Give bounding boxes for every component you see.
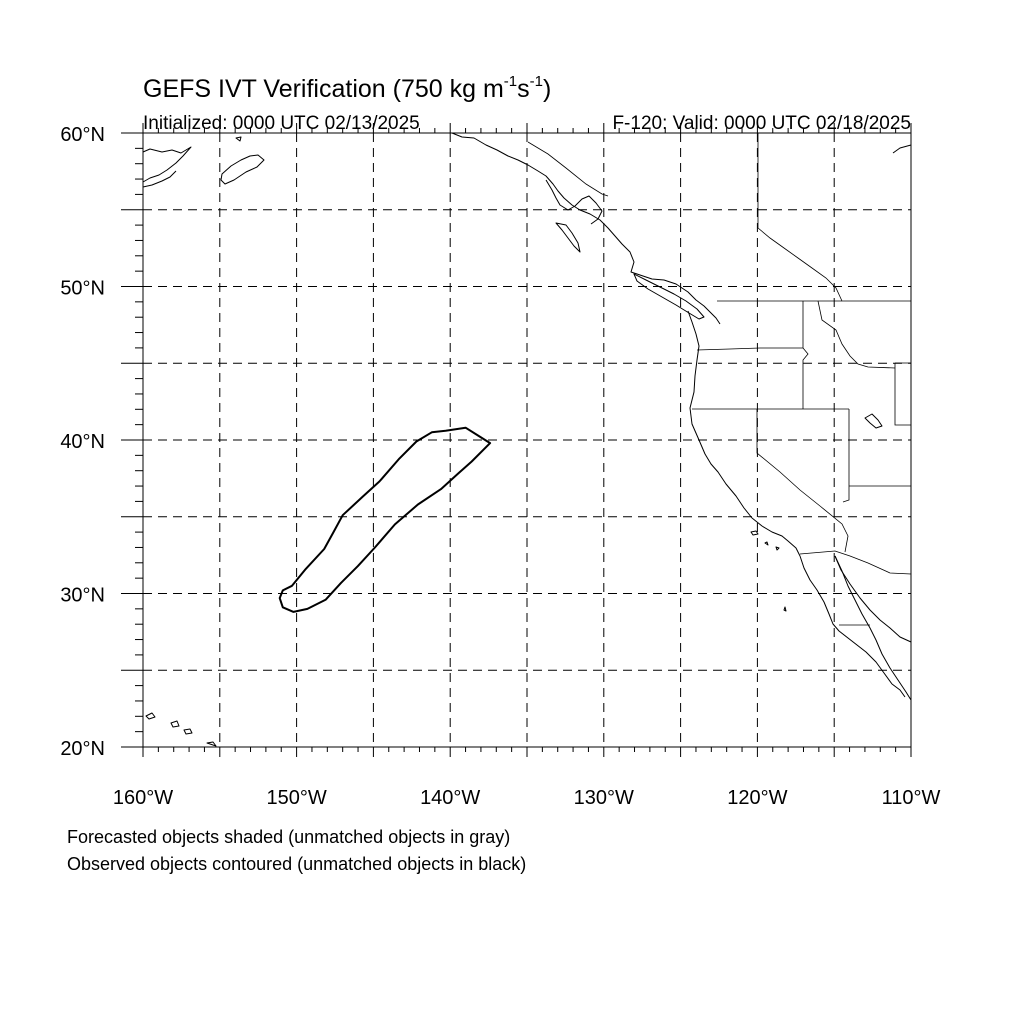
title-main: GEFS IVT Verification (750 kg m	[143, 75, 504, 103]
lon-label: 140°W	[420, 787, 480, 809]
coast-hawaii	[145, 712, 217, 747]
verification-objects	[278, 426, 492, 613]
border-ca-nv	[756, 409, 849, 553]
coast-vancouver-island	[633, 273, 705, 320]
border-us-mexico	[799, 550, 912, 575]
border-alaska-canada	[527, 141, 609, 197]
coast-guadalupe	[783, 606, 787, 612]
lon-label: 120°W	[727, 787, 787, 809]
coast-hudson-bay-edge	[892, 144, 912, 154]
title-mid: s	[517, 75, 530, 103]
border-bc-alberta	[757, 227, 843, 302]
graticule	[143, 133, 911, 747]
political-borders	[527, 133, 912, 626]
coast-gulf-of-alaska	[451, 132, 721, 325]
coast-kodiak-small	[235, 136, 242, 142]
great-salt-lake	[864, 413, 883, 429]
legend-note-forecast: Forecasted objects shaded (unmatched obj…	[67, 827, 510, 847]
coast-alaska-peninsula	[142, 146, 192, 183]
border-wy	[894, 362, 911, 426]
title-end: )	[543, 75, 551, 103]
map-area	[121, 123, 912, 757]
border-wa-or	[696, 347, 803, 351]
lon-label: 150°W	[266, 787, 326, 809]
lat-label: 50°N	[60, 278, 105, 300]
axis-ticks	[121, 123, 912, 757]
coast-us-west	[687, 310, 801, 557]
border-id-mt	[817, 300, 896, 369]
coast-baja-california	[799, 555, 906, 698]
lon-label: 130°W	[574, 787, 634, 809]
title-sup-1: -1	[504, 73, 517, 90]
coast-channel-islands	[750, 530, 780, 551]
lat-label: 60°N	[60, 124, 105, 146]
lat-label: 30°N	[60, 585, 105, 607]
coast-mainland-mexico	[834, 555, 912, 701]
coast-kodiak	[220, 154, 265, 185]
observed-object-contour	[278, 426, 492, 613]
lon-label: 110°W	[882, 787, 941, 809]
legend-note-observed: Observed objects contoured (unmatched ob…	[67, 854, 526, 874]
coast-alaska-peninsula-south	[142, 170, 177, 188]
latitude-labels: 60°N 50°N 40°N 30°N 20°N	[60, 124, 105, 760]
valid-label: F-120: Valid: 0000 UTC 02/18/2025	[612, 113, 911, 134]
lat-label: 40°N	[60, 431, 105, 453]
lon-label: 160°W	[113, 787, 173, 809]
lat-label: 20°N	[60, 738, 105, 760]
coast-alaska-islands	[545, 179, 603, 225]
longitude-labels: 160°W 150°W 140°W 130°W 120°W 110°W	[113, 787, 941, 809]
initialized-label: Initialized: 0000 UTC 02/13/2025	[143, 113, 420, 134]
title-sup-2: -1	[530, 73, 543, 90]
border-nv-ut	[842, 409, 850, 503]
border-wa-id	[802, 301, 809, 409]
coast-haida-gwaii	[555, 222, 581, 253]
figure-title: GEFS IVT Verification (750 kg m-1s-1)	[143, 73, 551, 103]
coastlines	[142, 132, 912, 747]
